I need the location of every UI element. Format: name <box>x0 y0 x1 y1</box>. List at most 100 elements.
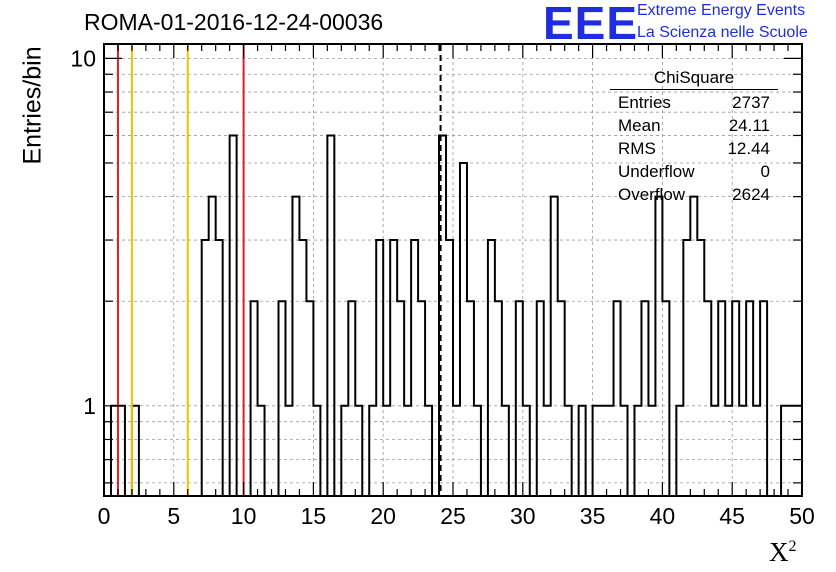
x-tick-label: 40 <box>650 503 676 529</box>
histogram-bin <box>453 406 460 496</box>
stat-row-mean: Mean 24.11 <box>610 114 778 137</box>
y-tick-label: 1 <box>83 393 96 419</box>
histogram-bin <box>446 240 453 496</box>
stat-row-rms: RMS 12.44 <box>610 137 778 160</box>
x-tick-label: 35 <box>580 503 606 529</box>
stat-label: Underflow <box>618 162 695 181</box>
x-axis-label-superscript: 2 <box>788 538 797 555</box>
histogram-bin <box>495 301 502 496</box>
stat-value: 12.44 <box>727 139 770 158</box>
histogram-bin <box>202 240 209 496</box>
histogram-bin <box>258 406 265 496</box>
histogram-bin <box>614 301 621 496</box>
histogram-bin <box>579 406 586 496</box>
x-tick-label: 50 <box>789 503 815 529</box>
histogram-bin <box>348 301 355 496</box>
histogram-bin <box>739 406 746 496</box>
histogram-bin <box>655 197 662 496</box>
histogram-bin <box>460 163 467 496</box>
histogram-bin <box>718 301 725 496</box>
stats-title: ChiSquare <box>610 68 778 90</box>
eee-logo: EEE <box>543 0 639 49</box>
x-tick-label: 45 <box>719 503 745 529</box>
histogram-bin <box>251 301 258 496</box>
chart-title: ROMA-01-2016-12-24-00036 <box>84 9 384 35</box>
histogram-bin <box>411 240 418 496</box>
histogram-bin <box>516 301 523 496</box>
histogram-bin <box>306 301 313 496</box>
y-axis-label: Entries/bin <box>18 46 47 165</box>
stat-label: Mean <box>618 116 661 135</box>
histogram-bin <box>474 406 481 496</box>
stat-row-entries: Entries 2737 <box>610 91 778 114</box>
stat-value: 24.11 <box>728 116 770 135</box>
histogram-bin <box>502 406 509 496</box>
stat-value: 2737 <box>732 93 770 112</box>
x-axis-label: X2 <box>769 537 797 568</box>
x-axis-label-base: X <box>769 537 789 567</box>
histogram-bin <box>662 301 669 496</box>
x-tick-label: 25 <box>440 503 466 529</box>
reference-lines <box>116 45 442 495</box>
stat-label: Entries <box>618 93 671 112</box>
histogram-bin <box>753 406 760 496</box>
histogram-bin <box>118 406 125 496</box>
stat-row-overflow: Overflow 2624 <box>610 183 778 206</box>
histogram-bin <box>711 406 718 496</box>
histogram-bin <box>327 135 334 496</box>
x-tick-label: 30 <box>510 503 536 529</box>
histogram-bin <box>488 240 495 496</box>
histogram-bin <box>209 197 216 496</box>
histogram-bin <box>341 406 348 496</box>
histogram-bin <box>725 406 732 496</box>
histogram-bin <box>418 301 425 496</box>
stat-value: 2624 <box>732 185 770 204</box>
histogram-bin <box>285 406 292 496</box>
histogram-bin <box>544 406 551 496</box>
histogram-bin <box>683 240 690 496</box>
histogram-bin <box>216 240 223 496</box>
histogram-bin <box>607 406 614 496</box>
histogram-bin <box>732 301 739 496</box>
histogram-bin <box>376 240 383 496</box>
x-tick-label: 5 <box>167 503 180 529</box>
histogram-bin <box>355 406 362 496</box>
histogram-bin <box>404 406 411 496</box>
histogram-bin <box>781 406 788 496</box>
axis-ticks: 0 5 10 15 20 25 30 35 40 45 50 1 10 <box>70 44 815 529</box>
histogram-bin <box>600 406 607 496</box>
histogram-bin <box>425 406 432 496</box>
stat-label: RMS <box>618 139 656 158</box>
stats-box: ChiSquare Entries 2737 Mean 24.11 RMS 12… <box>610 68 778 206</box>
y-tick-label: 10 <box>70 45 96 71</box>
histogram-bin <box>397 301 404 496</box>
histogram-bin <box>230 135 237 496</box>
histogram-bin <box>383 406 390 496</box>
histogram-bin <box>299 240 306 496</box>
histogram-bin <box>676 406 683 496</box>
histogram-bin <box>313 406 320 496</box>
x-tick-label: 20 <box>370 503 396 529</box>
histogram-bin <box>537 301 544 496</box>
histogram-series <box>104 134 802 497</box>
histogram-bin <box>648 406 655 496</box>
stat-label: Overflow <box>618 185 686 204</box>
stat-value: 0 <box>760 162 770 181</box>
histogram-line <box>104 134 802 497</box>
histogram-bin <box>369 406 376 496</box>
stat-row-underflow: Underflow 0 <box>610 160 778 183</box>
histogram-bin <box>704 301 711 496</box>
histogram-bin <box>697 240 704 496</box>
histogram-bin <box>523 406 530 496</box>
histogram-bin <box>279 301 286 496</box>
histogram-bin <box>390 240 397 496</box>
histogram-bin <box>641 301 648 496</box>
histogram-bin <box>746 301 753 496</box>
histogram-bin <box>760 301 767 496</box>
x-tick-label: 0 <box>98 503 111 529</box>
logo-subtitle-1: Extreme Energy Events <box>637 2 806 19</box>
histogram-bin <box>558 301 565 496</box>
histogram-bin <box>593 406 600 496</box>
histogram-bin <box>551 197 558 496</box>
